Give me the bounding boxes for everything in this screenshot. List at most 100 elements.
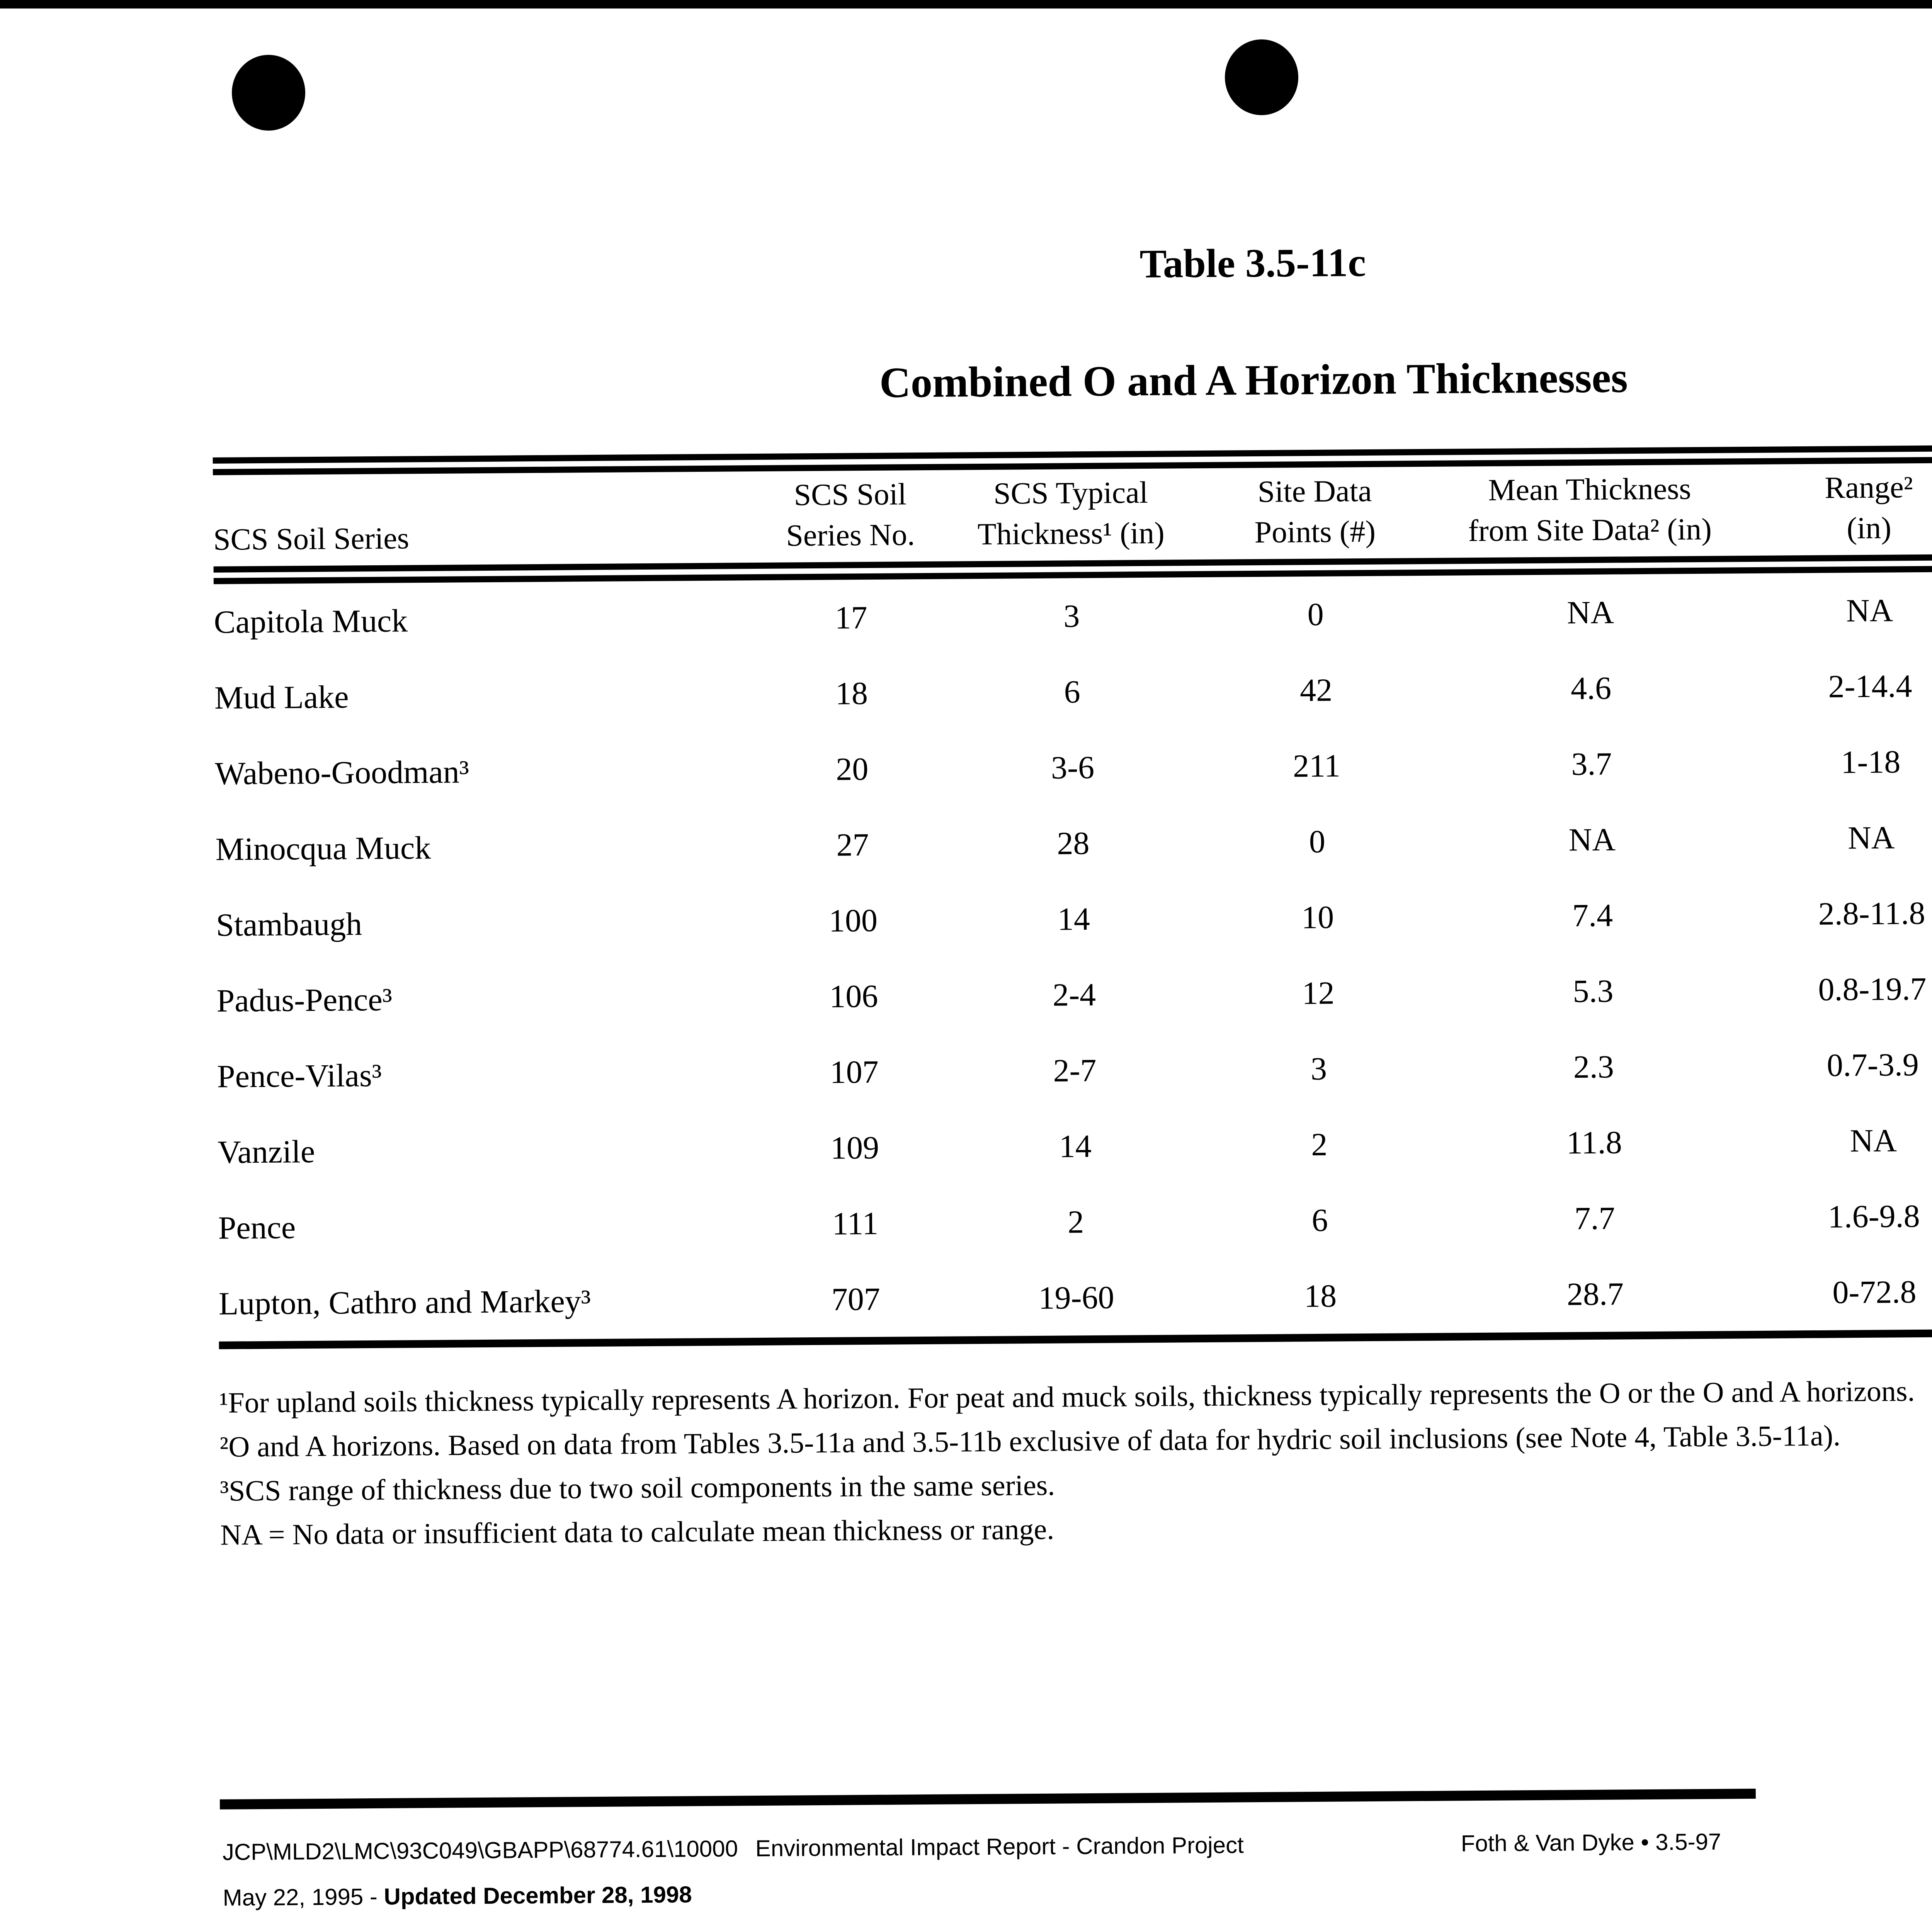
table-cell: 6 [1311,1202,1328,1238]
table-cell: 0.7-3.9 [1827,1046,1919,1083]
table-cell: 42 [1299,672,1333,708]
col-header-series-no: SCS Soil Series No. [769,474,932,556]
table-cell: 2-4 [1052,976,1096,1013]
table-cell: 106 [829,978,878,1015]
table-cell: 28.7 [1566,1276,1624,1312]
table-cell: 18 [835,675,868,712]
table-cell: NA [1846,592,1893,629]
table-cell: 3 [1063,598,1080,634]
table-cell: 3 [1310,1051,1327,1087]
table-cell: 3.7 [1571,746,1612,782]
table-cell: 17 [835,599,867,636]
table-cell: 0.8-19.7 [1818,971,1927,1008]
col-header-range: Range² (in) [1760,467,1932,549]
col-header-mean-thickness: Mean Thickness from Site Data² (in) [1419,468,1760,552]
table-cell: 19-60 [1038,1279,1114,1316]
col-header-line2: Series No. [786,518,915,553]
hole-punch [1225,39,1298,115]
footer-document-title: Environmental Impact Report - Crandon Pr… [755,1832,1244,1862]
hole-punch [232,55,305,131]
soil-series-name: Mud Lake [214,679,349,716]
table-cell: 3-6 [1051,749,1095,786]
col-header-line2: SCS Soil Series [213,521,410,557]
table-cell: 109 [830,1129,879,1166]
table-cell: NA [1567,594,1614,631]
footer-line-1: JCP\MLD2\LMC\93C049\GBAPP\68774.61\10000… [223,1832,1244,1865]
checked-by-line: Checked by: JWS [1726,1588,1932,1630]
col-header-line2: Points (#) [1254,514,1376,550]
table-cell: 7.4 [1572,897,1613,934]
soil-series-name: Pence [218,1209,296,1246]
table-cell: NA [1568,821,1616,858]
footer-file-path: JCP\MLD2\LMC\93C049\GBAPP\68774.61\10000 [222,1835,738,1865]
table-cell: 6 [1064,673,1080,710]
table-cell: 7.7 [1574,1200,1615,1236]
table-cell: 20 [835,751,869,787]
soil-series-name: Minocqua Muck [215,830,431,867]
footer-divider [219,1789,1756,1810]
table-cell: 28 [1057,825,1090,862]
table-title: Combined O and A Horizon Thicknesses [879,354,1628,407]
soil-series-name: Stambaugh [216,906,362,943]
table-cell: 5.3 [1573,973,1614,1009]
table-cell: 2.8-11.8 [1818,895,1925,932]
table-cell: 1.6-9.8 [1828,1198,1920,1235]
col-header-line1: SCS Soil [794,477,907,512]
col-header-soil-series: SCS Soil Series [213,516,770,560]
col-header-line2: (in) [1847,511,1892,546]
footer-company-page: Foth & Van Dyke • 3.5-97 [1461,1828,1721,1857]
soil-series-name: Padus-Pence³ [216,981,393,1019]
table-cell: 1-18 [1840,743,1901,780]
table-number-title: Table 3.5-11c [1139,240,1366,287]
soil-series-name: Wabeno-Goodman³ [214,753,469,792]
table-cell: 707 [831,1281,881,1318]
table-cell: 27 [836,827,869,863]
footer-updated-date: Updated December 28, 1998 [384,1881,692,1910]
footnotes: ¹For upland soils thickness typically re… [219,1366,1932,1557]
signoff-block: Prepared by: EAS Checked by: JWS Revised… [1726,1551,1932,1704]
soil-series-name: Pence-Vilas³ [217,1057,382,1095]
checked-by-line-2: Checked by: JWS [1726,1663,1932,1704]
table-cell: 100 [828,902,878,939]
soil-series-name: Lupton, Cathro and Markey³ [218,1283,591,1322]
col-header-line1: Range² [1824,470,1913,505]
table-row: Lupton, Cathro and Markey³ 707 19-60 18 28.7… [218,1251,1932,1341]
table-cell: 18 [1304,1278,1337,1314]
soil-series-name: Capitola Muck [214,602,408,640]
table-cell: 11.8 [1566,1124,1622,1161]
table-body: Capitola Muck1730NANA2.6Mud Lake186424.6… [214,569,1932,1341]
table-cell: 2 [1311,1126,1328,1163]
table-cell: 211 [1293,747,1341,784]
table-cell: NA [1847,819,1895,856]
table-row: Capitola Muck1730NANA2.6 [214,569,1932,660]
table-cell: 14 [1059,1128,1092,1165]
table-cell: 107 [830,1054,879,1090]
col-header-line2: from Site Data² (in) [1468,512,1712,548]
table-cell: 2-14.4 [1828,668,1912,705]
table-cell: NA [1850,1122,1897,1159]
table-cell: 0 [1307,596,1324,633]
col-header-line1: Site Data [1257,474,1372,509]
table-cell: 14 [1057,901,1090,937]
footer-line-2: May 22, 1995 - Updated December 28, 1998 [223,1881,692,1911]
table-cell: 0 [1309,823,1326,860]
footer-date: May 22, 1995 - [223,1883,384,1911]
col-header-line2: Thickness¹ (in) [977,516,1165,552]
revised-by-line: Revised by: KJR [1726,1626,1932,1667]
table-cell: 12 [1302,975,1335,1011]
data-table: SCS Soil Series SCS Soil Series No. SCS … [213,442,1932,1349]
soil-series-name: Vanzile [217,1133,315,1170]
col-header-line1: SCS Typical [993,475,1148,511]
col-header-line1: Mean Thickness [1488,472,1691,507]
table-cell: 10 [1301,899,1334,935]
table-cell: 111 [832,1205,879,1242]
table-cell: 2.3 [1573,1049,1614,1085]
